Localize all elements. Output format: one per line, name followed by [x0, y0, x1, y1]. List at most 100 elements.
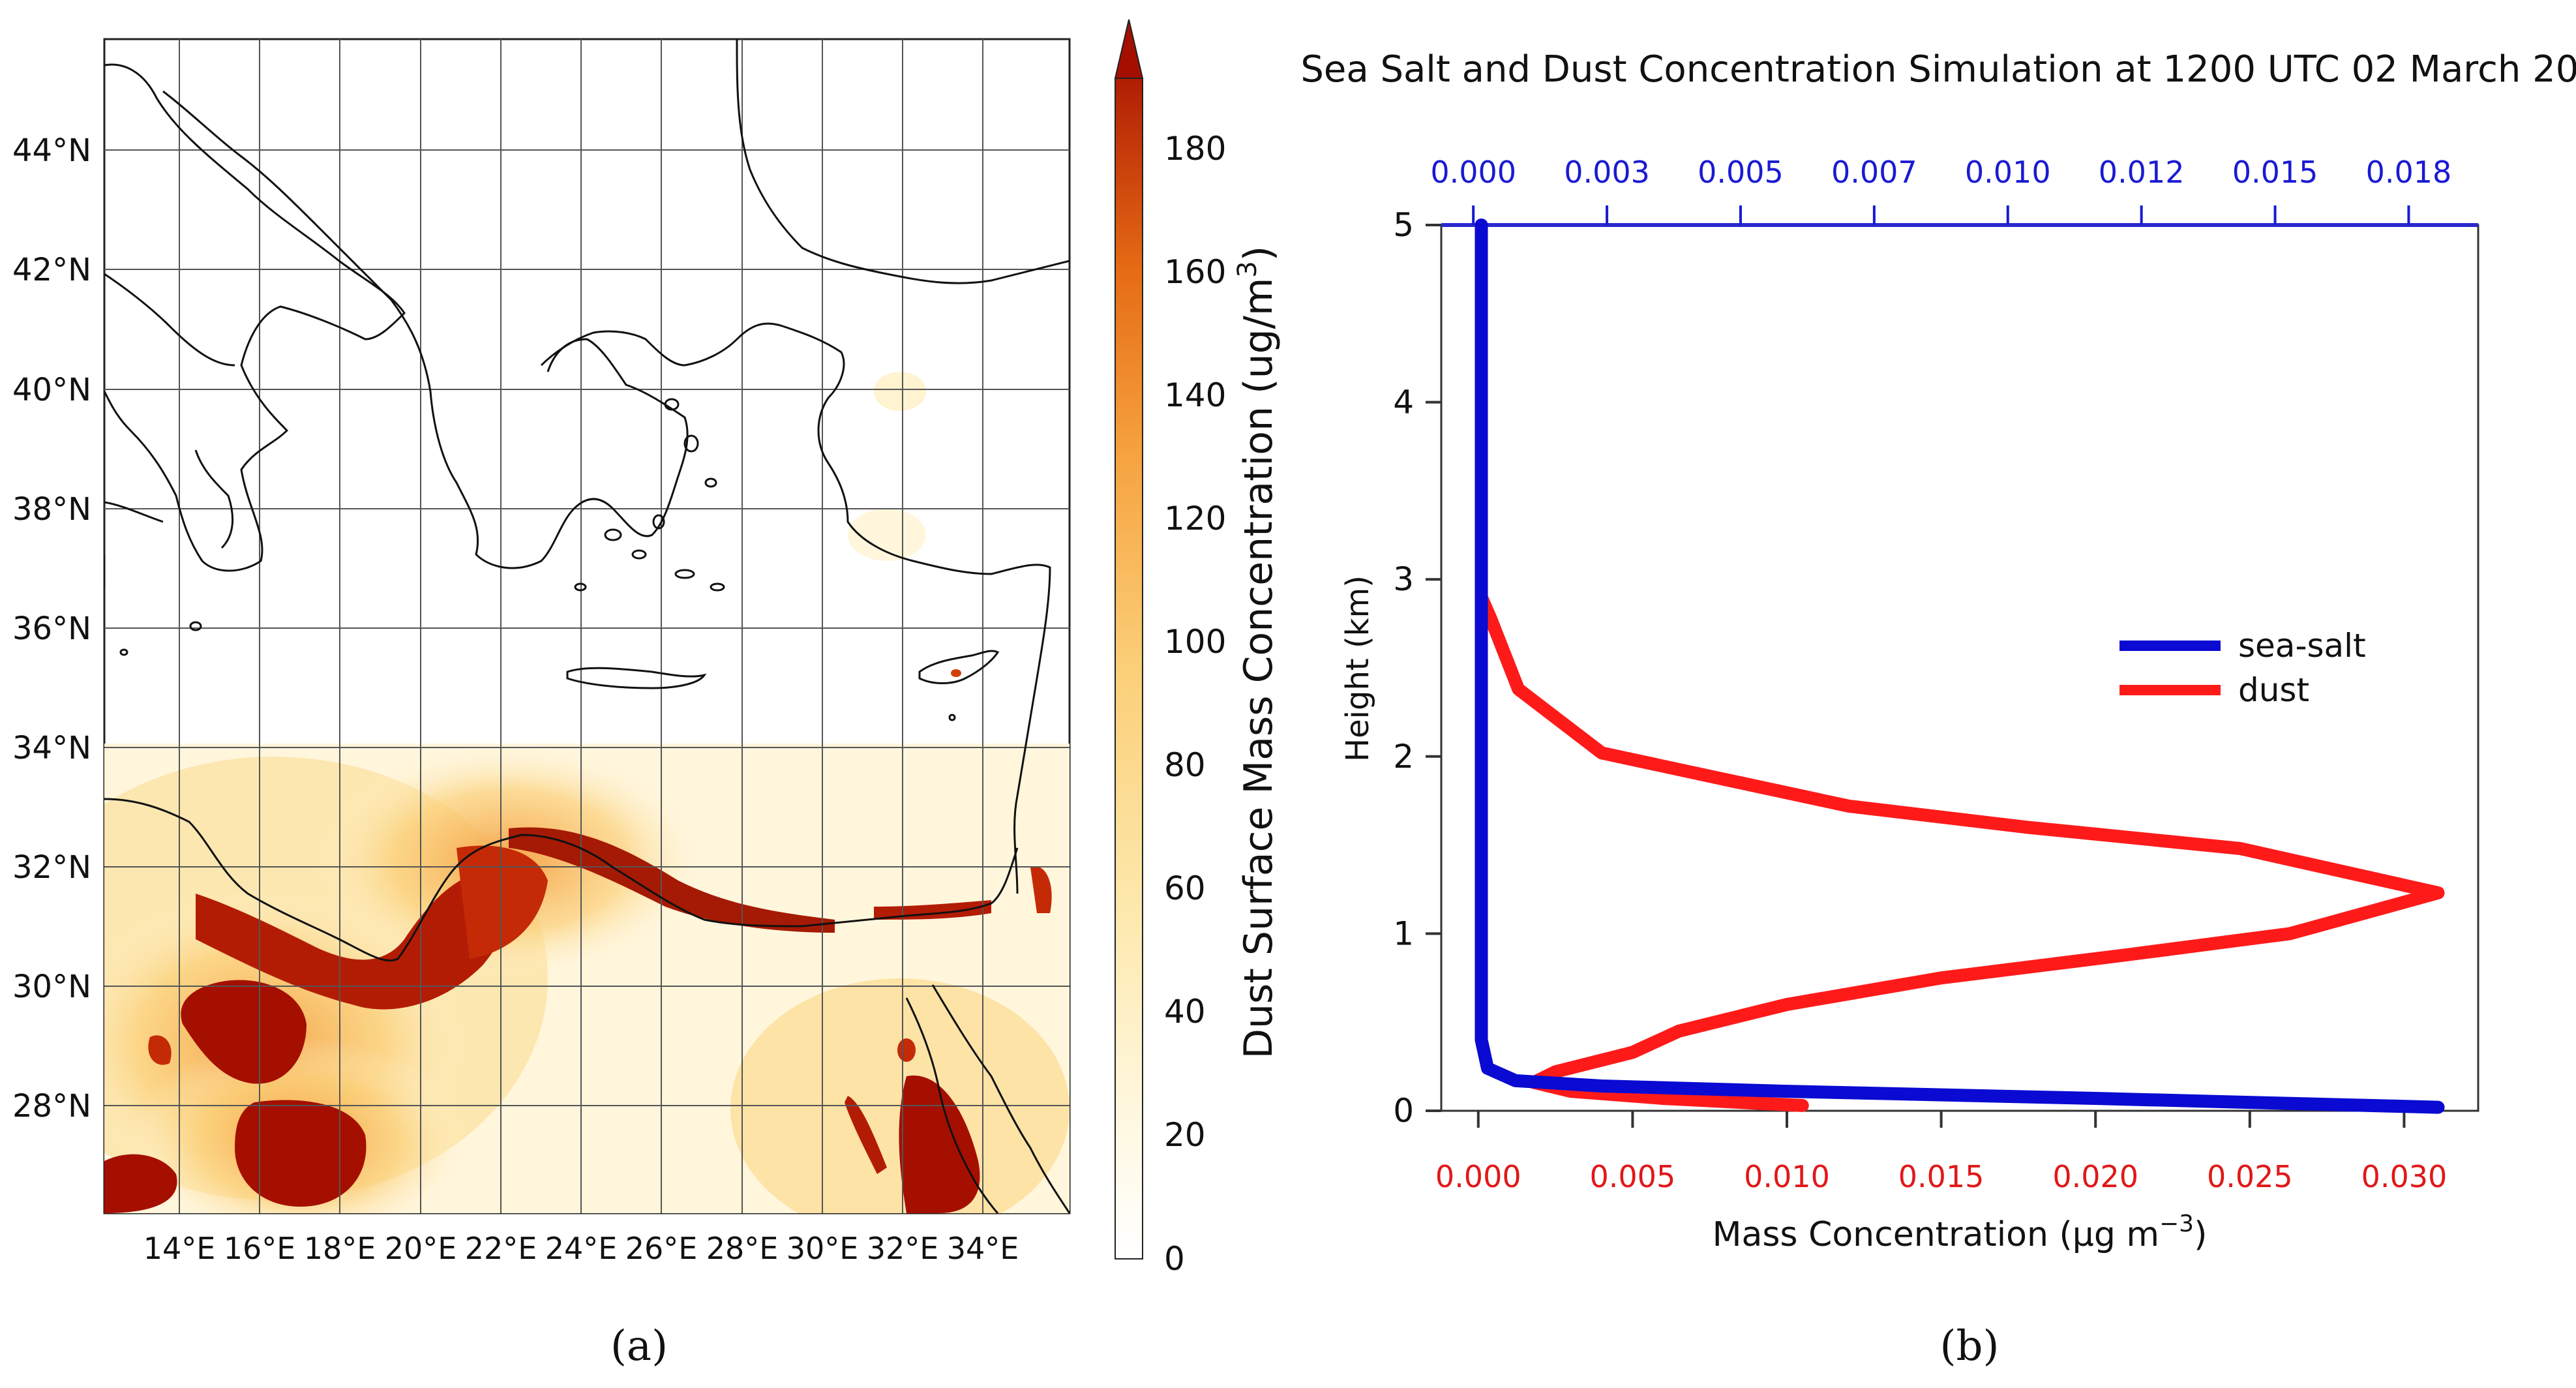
dust-streak-1: [845, 1096, 887, 1174]
lat-label: 44°N: [12, 132, 91, 169]
colorbar-ramp: [1115, 78, 1143, 1260]
top-tick-label: 0.000: [1430, 155, 1516, 190]
colorbar-tick: 180: [1164, 130, 1226, 168]
y-axis-labels: 0 1 2 3 4 5: [1393, 206, 1414, 1130]
coast-black-sea: [736, 39, 1070, 284]
lon-label: 32°E: [867, 1231, 939, 1266]
colorbar-tick: 40: [1164, 993, 1206, 1031]
coast-sicily: [104, 501, 164, 523]
plot-area: [1440, 224, 2479, 1112]
lat-label: 28°N: [12, 1088, 91, 1124]
lon-label: 14°E: [143, 1231, 216, 1266]
chart-title: Sea Salt and Dust Concentration Simulati…: [1300, 48, 2576, 91]
colorbar: 0 20 40 60 80 100 120 140 160 180 Dust S…: [1114, 19, 1281, 1278]
top-tick-label: 0.018: [2366, 155, 2452, 190]
y-tick-label: 2: [1393, 738, 1414, 776]
coast-crete: [566, 667, 707, 689]
lon-label: 24°E: [545, 1231, 618, 1266]
lon-label: 22°E: [465, 1231, 537, 1266]
bottom-tick-label: 0.010: [1744, 1159, 1830, 1194]
y-axis-label: Height (km): [1340, 575, 1376, 762]
lon-label: 34°E: [947, 1231, 1019, 1266]
y-tick-label: 4: [1393, 384, 1414, 421]
legend-label-sea-salt: sea-salt: [2238, 627, 2366, 665]
bottom-tick-label: 0.005: [1590, 1159, 1676, 1194]
map-grid: [104, 39, 1070, 1213]
lat-label: 34°N: [12, 730, 91, 766]
legend-label-dust: dust: [2238, 671, 2309, 709]
top-tick-label: 0.015: [2232, 155, 2318, 190]
legend: sea-salt dust: [2119, 627, 2366, 709]
dust-core-sinai: [899, 1075, 980, 1213]
dust-map: 44°N 42°N 40°N 38°N 36°N 34°N 32°N 30°N …: [12, 38, 1071, 1266]
colorbar-label: Dust Surface Mass Concentration (ug/m3): [1233, 246, 1281, 1059]
lat-label: 32°N: [12, 849, 91, 886]
colorbar-tick: 120: [1164, 500, 1226, 537]
lat-label: 40°N: [12, 372, 91, 408]
top-tick-label: 0.007: [1831, 155, 1917, 190]
dust-plume-cyrenaica: [457, 845, 548, 959]
top-tick-label: 0.005: [1698, 155, 1784, 190]
lon-label: 20°E: [385, 1231, 457, 1266]
colorbar-tick: 60: [1164, 869, 1206, 907]
lon-labels: 14°E 16°E 18°E 20°E 22°E 24°E 26°E 28°E …: [143, 1231, 1019, 1266]
bottom-axis-labels: 0.000 0.005 0.010 0.015 0.020 0.025 0.03…: [1435, 1159, 2447, 1194]
bottom-tick-label: 0.030: [2361, 1159, 2448, 1194]
lat-label: 30°N: [12, 969, 91, 1005]
lon-label: 18°E: [304, 1231, 376, 1266]
lat-label: 42°N: [12, 252, 91, 288]
lat-label: 38°N: [12, 491, 91, 528]
dust-faint-2: [848, 509, 926, 561]
islands: [119, 398, 956, 721]
dust-speck: [897, 1038, 916, 1062]
colorbar-tick: 140: [1164, 376, 1226, 414]
colorbar-tick: 0: [1164, 1240, 1185, 1278]
y-tick-label: 0: [1393, 1092, 1414, 1130]
lon-label: 28°E: [706, 1231, 779, 1266]
dust-core-1: [181, 980, 307, 1084]
series-layer: [1475, 219, 2445, 1114]
dust-haze-east: [730, 978, 1070, 1213]
y-tick-label: 3: [1393, 560, 1414, 598]
y-tick-label: 1: [1393, 914, 1414, 952]
colorbar-ticks: 0 20 40 60 80 100 120 140 160 180: [1164, 130, 1226, 1278]
dust-plume-sirte: [196, 867, 512, 1010]
panel-a-caption: (a): [610, 1322, 668, 1370]
coast-red-sea: [931, 984, 1070, 1213]
dust-core-3: [104, 1154, 177, 1213]
coast-balkans: [162, 90, 689, 569]
lat-label: 36°N: [12, 611, 91, 647]
coast-calabria: [194, 449, 234, 549]
top-tick-label: 0.010: [1965, 155, 2051, 190]
lon-label: 16°E: [224, 1231, 296, 1266]
coast-sinai-west: [905, 997, 999, 1213]
dust-speck-cyprus: [951, 669, 961, 677]
bottom-tick-label: 0.020: [2052, 1159, 2138, 1194]
profile-chart: Sea Salt and Dust Concentration Simulati…: [1300, 48, 2576, 1254]
dust-faint-1: [874, 372, 926, 411]
colorbar-tick: 20: [1164, 1116, 1206, 1154]
dust-core-4: [148, 1035, 172, 1065]
y-tick-label: 5: [1393, 206, 1414, 244]
dust-core-2: [235, 1100, 367, 1207]
bottom-tick-label: 0.025: [2207, 1159, 2293, 1194]
lon-label: 30°E: [786, 1231, 859, 1266]
coast-north-africa: [104, 798, 1019, 962]
x-axis-label: Mass Concentration (μg m−3): [1713, 1211, 2208, 1254]
dust-field: [104, 372, 1070, 1213]
top-axis-labels: 0.000 0.003 0.005 0.007 0.010 0.012 0.01…: [1430, 155, 2451, 190]
coastlines: [104, 39, 1070, 1213]
top-axis-ticks: [1472, 205, 2410, 225]
y-axis-ticks: [1426, 224, 1441, 1112]
colorbar-tick: 80: [1164, 746, 1206, 784]
colorbar-extend-arrow: [1114, 19, 1144, 79]
bottom-tick-label: 0.015: [1898, 1159, 1984, 1194]
coast-cyprus: [918, 650, 1000, 684]
panel-b-caption: (b): [1940, 1322, 1999, 1370]
bottom-axis-ticks: [1476, 1111, 2406, 1128]
lon-label: 26°E: [625, 1231, 698, 1266]
dust-plume-levant: [1030, 866, 1052, 913]
coast-italy-west: [104, 273, 235, 367]
colorbar-tick: 160: [1164, 253, 1226, 291]
